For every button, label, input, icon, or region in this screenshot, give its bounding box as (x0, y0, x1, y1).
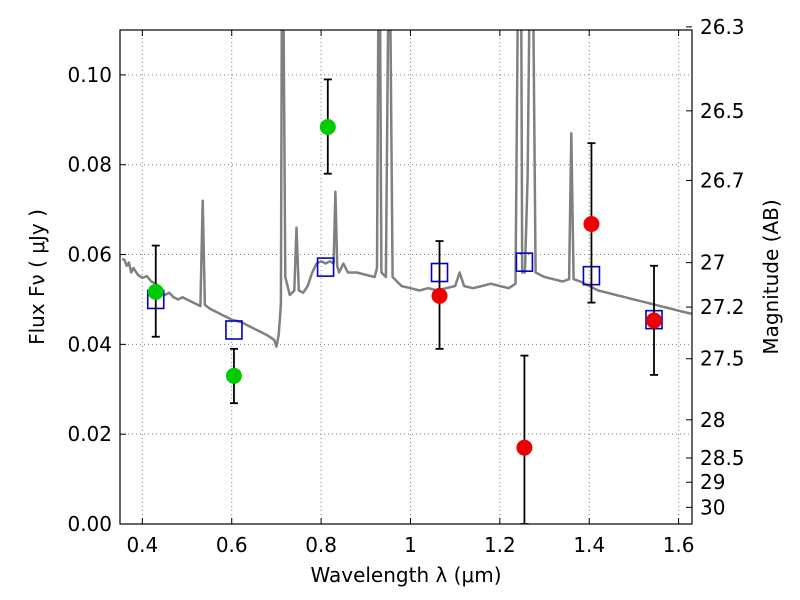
y-tick-label: 0.10 (67, 63, 112, 87)
plot-area (121, 30, 692, 524)
x-axis-label: Wavelength λ (μm) (310, 563, 501, 587)
model-photometry-square (316, 257, 335, 277)
y-tick-label: 0.00 (67, 512, 112, 536)
observed-flux-point (225, 367, 242, 384)
y2-tick-label: 26.7 (700, 168, 745, 192)
x-tick-label: 1 (404, 533, 417, 557)
y2-tick-label: 26.5 (700, 99, 745, 123)
model-spectrum-line (121, 30, 692, 348)
observed-flux-point (583, 216, 600, 233)
model-photometry-square (515, 252, 534, 272)
x-tick-label: 1.4 (573, 533, 605, 557)
y-axis-label: Flux Fν ( μJy ) (25, 209, 49, 345)
x-tick-label: 0.8 (305, 533, 337, 557)
y-tick-label: 0.02 (67, 422, 112, 446)
y2-tick-label: 27.5 (700, 347, 745, 371)
y2-tick-label: 28 (700, 408, 725, 432)
grid-lines (120, 30, 692, 525)
x-tick-label: 0.6 (216, 533, 248, 557)
y-tick-label: 0.06 (67, 243, 112, 267)
y2-axis-label: Magnitude (AB) (759, 199, 783, 354)
y2-tick-label: 27.2 (700, 295, 745, 319)
observed-flux-point (431, 287, 448, 304)
x-tick-label: 0.4 (126, 533, 158, 557)
observed-flux-point (646, 312, 663, 329)
x-tick-label: 1.2 (484, 533, 516, 557)
y2-tick-label: 28.5 (700, 446, 745, 470)
y-tick-label: 0.04 (67, 332, 112, 356)
observed-flux-point (147, 283, 164, 300)
y2-tick-label: 26.3 (700, 15, 745, 39)
y2-tick-label: 27 (700, 251, 725, 275)
y2-tick-label: 29 (700, 470, 725, 494)
axes: 0.4 0.6 0.8 1 1.2 1.4 1.6 0.00 0.02 0.04 0.06 0.08 0… (67, 15, 744, 557)
model-photometry-square (225, 320, 243, 340)
y2-tick-label: 30 (700, 495, 725, 519)
x-tick-label: 1.6 (663, 533, 695, 557)
plot-frame (119, 29, 693, 525)
observed-flux-point (516, 439, 533, 456)
observed-flux-point (319, 119, 336, 136)
y-tick-label: 0.08 (67, 153, 112, 177)
